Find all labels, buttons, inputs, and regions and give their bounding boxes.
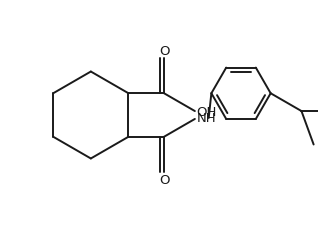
Text: NH: NH (197, 112, 216, 125)
Text: O: O (159, 173, 169, 186)
Text: OH: OH (196, 105, 217, 118)
Text: O: O (159, 45, 169, 58)
